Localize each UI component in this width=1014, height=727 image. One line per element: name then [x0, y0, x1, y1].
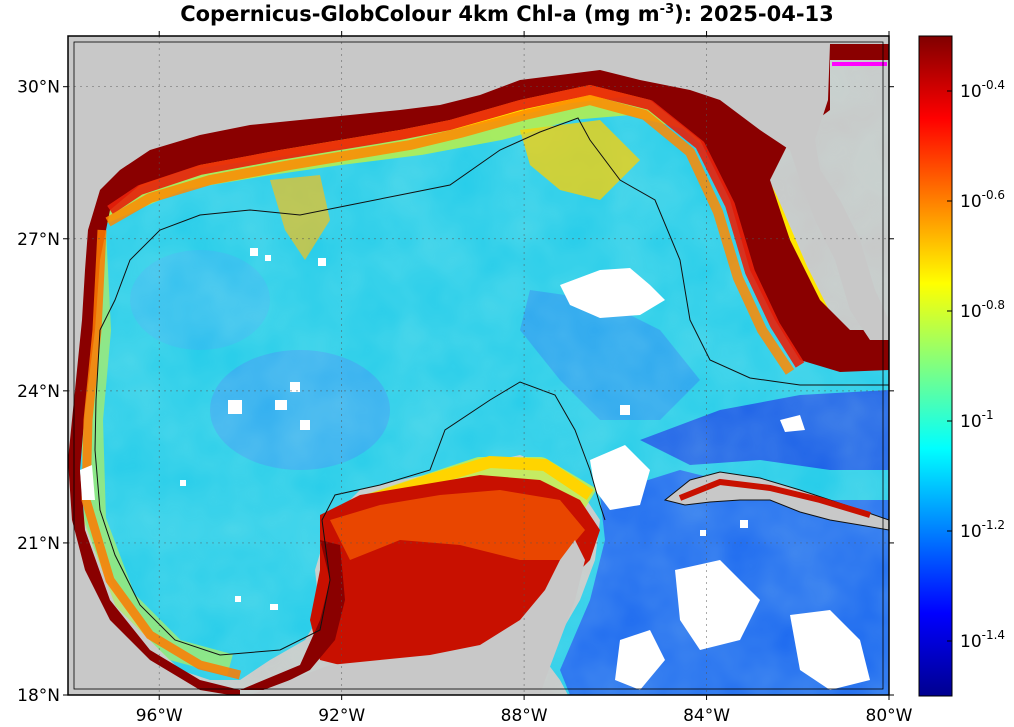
lat-tick-label: 24°N: [17, 382, 60, 402]
latitude-axis: 18°N 21°N 24°N 27°N 30°N: [17, 78, 894, 706]
map-title: Copernicus-GlobColour 4km Chl-a (mg m-3)…: [0, 2, 1014, 26]
isobath-contour-north: [99, 117, 889, 386]
northern-coast-orange-band: [105, 95, 795, 375]
colorbar-tick-base: 10: [960, 522, 982, 542]
colorbar-ticks: 10-0.410-0.610-0.810-110-1.210-1.4: [947, 78, 1005, 652]
colorbar: 10-0.410-0.610-0.810-110-1.210-1.4: [918, 35, 1005, 697]
mississippi-plume: [520, 120, 640, 200]
colorbar-tick-exponent: -0.8: [982, 298, 1005, 312]
cuba-land: [663, 471, 889, 531]
colorbar-tick-exponent: -1.2: [982, 518, 1005, 532]
colorbar-tick-label: 10-1: [960, 408, 994, 432]
colorbar-tick-exponent: -0.6: [982, 188, 1005, 202]
cloud-nodata-patches: [80, 248, 870, 690]
lat-tick-label: 27°N: [17, 230, 60, 250]
colorbar-tick-exponent: -0.4: [982, 78, 1005, 92]
campeche-orange: [330, 490, 585, 560]
colorbar-tick-exponent: -1: [982, 408, 994, 422]
title-superscript: -3: [659, 2, 675, 17]
colorbar-gradient: [918, 35, 953, 697]
isobath-contour-south: [94, 329, 606, 656]
mexico-land: [68, 460, 230, 695]
longitude-axis: 96°W 92°W 88°W 84°W 80°W: [136, 31, 913, 726]
usa-land: [68, 36, 889, 460]
colorbar-tick-label: 10-0.4: [960, 78, 1005, 102]
northern-coast-red-band: [107, 85, 805, 368]
lat-tick-label: 21°N: [17, 534, 60, 554]
colorbar-tick-exponent: -1.4: [982, 628, 1005, 642]
lat-tick-label: 30°N: [17, 78, 60, 98]
colorbar-tick-label: 10-0.6: [960, 188, 1005, 212]
colorbar-tick-label: 10-0.8: [960, 298, 1005, 322]
map-frame-inner: [73, 41, 884, 690]
title-suffix: ): 2025-04-13: [674, 2, 834, 26]
colorbar-tick-base: 10: [960, 192, 982, 212]
map-frame: [67, 35, 890, 696]
colorbar-tick-base: 10: [960, 82, 982, 102]
lon-tick-label: 96°W: [136, 706, 183, 726]
lon-tick-label: 84°W: [683, 706, 730, 726]
veracruz-high-chl: [240, 540, 345, 690]
colorbar-tick-base: 10: [960, 412, 982, 432]
lat-tick-label: 18°N: [17, 686, 60, 706]
map-plot-area: [68, 36, 889, 695]
mexico-coast-orange-band: [81, 229, 242, 680]
title-text: Copernicus-GlobColour 4km Chl-a (mg m: [180, 2, 660, 26]
lon-tick-label: 92°W: [318, 706, 365, 726]
lon-tick-label: 80°W: [866, 706, 913, 726]
colorbar-tick-base: 10: [960, 302, 982, 322]
colorbar-tick-label: 10-1.4: [960, 628, 1005, 652]
colorbar-tick-base: 10: [960, 632, 982, 652]
graticule-grid: [68, 36, 889, 695]
lon-tick-label: 88°W: [501, 706, 548, 726]
colorbar-tick-label: 10-1.2: [960, 518, 1005, 542]
yucatan-land: [250, 540, 585, 695]
